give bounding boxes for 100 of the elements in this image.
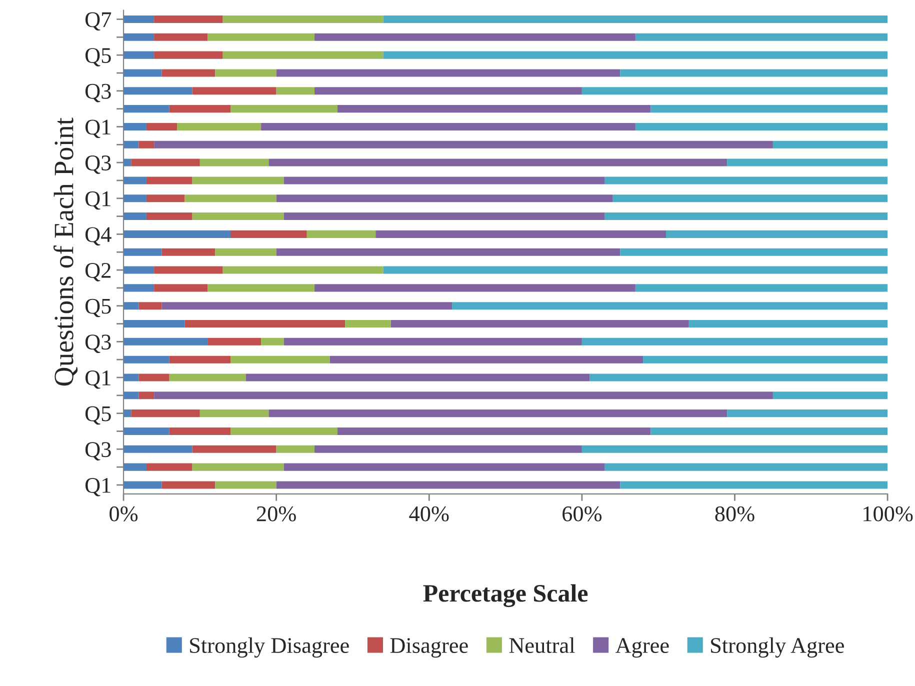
bar <box>124 284 154 292</box>
bar <box>124 140 139 148</box>
bar <box>192 87 276 95</box>
bar <box>124 374 139 382</box>
bar <box>138 374 170 382</box>
bar <box>284 463 605 471</box>
bar <box>582 445 888 453</box>
bar <box>383 51 888 59</box>
bar <box>124 320 185 328</box>
bar <box>688 320 888 328</box>
y-tick-label: Q1 <box>85 191 110 210</box>
bar <box>337 427 651 435</box>
y-tick-label: Q7 <box>85 12 112 31</box>
bar <box>582 338 888 346</box>
bar <box>146 463 192 471</box>
bar <box>635 122 888 130</box>
bar <box>643 356 888 364</box>
bar <box>261 122 636 130</box>
bar <box>124 212 146 220</box>
legend-label: Strongly Agree <box>711 637 844 658</box>
bar <box>124 105 170 113</box>
bar <box>314 445 582 453</box>
bar <box>138 302 162 310</box>
x-tick-label: 0% <box>110 506 138 522</box>
bar <box>620 248 888 256</box>
y-tick-label: Q5 <box>85 48 111 66</box>
bar <box>192 463 284 471</box>
bar <box>230 230 307 238</box>
bar <box>124 69 162 77</box>
bar <box>276 194 612 202</box>
bar <box>138 140 154 148</box>
bar <box>162 248 216 256</box>
legend-label: Strongly Disagree <box>190 637 349 658</box>
bar <box>604 212 888 220</box>
bar <box>124 463 146 471</box>
x-tick-label: 20% <box>256 506 296 522</box>
bar <box>772 140 888 148</box>
bar <box>154 51 223 59</box>
x-tick-label: 40% <box>409 506 449 522</box>
bar <box>604 176 888 184</box>
bar <box>276 87 315 95</box>
bar <box>146 212 192 220</box>
bar <box>184 320 346 328</box>
bar <box>230 427 338 435</box>
bar <box>124 194 146 202</box>
bar <box>230 356 330 364</box>
y-tick-label: Q1 <box>85 370 110 389</box>
bar <box>200 410 269 418</box>
bar <box>154 33 208 41</box>
legend-label: Disagree <box>390 638 468 658</box>
bar <box>124 51 154 59</box>
y-tick-label: Q4 <box>85 227 112 246</box>
bar <box>284 212 605 220</box>
bar <box>215 69 276 77</box>
bar <box>154 266 223 274</box>
bar <box>124 230 230 238</box>
bar <box>124 87 192 95</box>
bar <box>154 392 773 400</box>
bar <box>154 140 773 148</box>
bar <box>276 248 620 256</box>
bar <box>162 481 216 489</box>
bar <box>604 463 888 471</box>
x-axis-title: Percetage Scale <box>423 584 588 608</box>
bar <box>146 176 192 184</box>
bar <box>146 122 178 130</box>
y-tick-label: Q2 <box>85 263 110 282</box>
bar <box>261 338 284 346</box>
bar <box>383 266 888 274</box>
bar <box>124 15 154 24</box>
bar <box>200 158 269 166</box>
bar <box>154 15 223 24</box>
legend-label: Neutral <box>509 637 575 654</box>
bar <box>276 69 620 77</box>
bar <box>230 105 338 113</box>
bar <box>124 481 162 489</box>
bar <box>620 481 888 489</box>
bar <box>131 158 200 166</box>
bar <box>390 320 689 328</box>
bar <box>452 302 888 310</box>
bar <box>276 445 315 453</box>
bar <box>124 158 132 166</box>
bar <box>222 51 384 59</box>
y-axis-title: Questions of Each Point <box>54 118 78 386</box>
bar <box>162 302 452 310</box>
bar <box>124 445 192 453</box>
bar <box>124 266 154 274</box>
bar <box>222 266 384 274</box>
bar <box>337 105 651 113</box>
bar <box>314 284 636 292</box>
bar <box>169 427 230 435</box>
bar <box>192 212 284 220</box>
bar <box>169 105 230 113</box>
bar <box>124 410 132 418</box>
bar <box>131 410 200 418</box>
bar <box>268 410 728 418</box>
legend-label: Agree <box>615 638 669 658</box>
bar <box>124 392 139 400</box>
bar <box>582 87 888 95</box>
bar <box>284 176 605 184</box>
bar <box>124 33 154 41</box>
